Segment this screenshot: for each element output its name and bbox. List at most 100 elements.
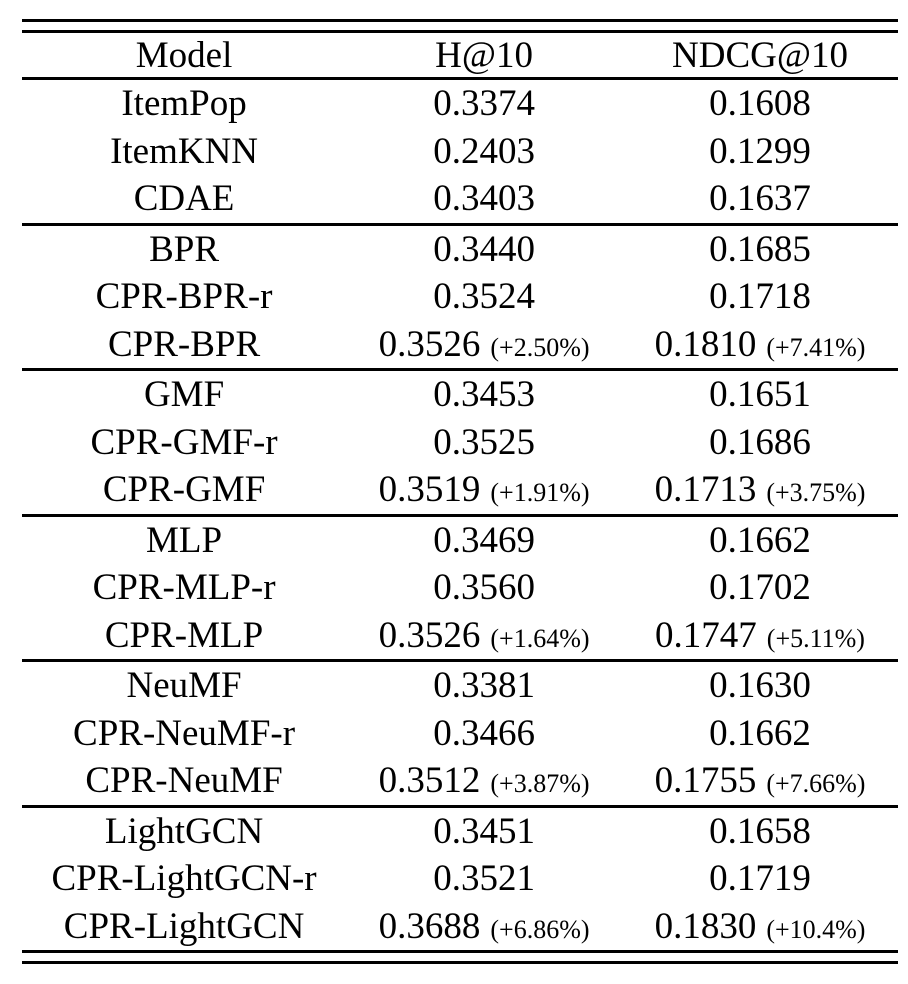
metric-value: 0.3560	[433, 567, 535, 609]
table-row: MLP 0.3469 0.1662	[22, 517, 898, 565]
table-row: LightGCN 0.3451 0.1658	[22, 808, 898, 856]
h10-cell: 0.3521	[346, 860, 622, 897]
h10-cell: 0.3560	[346, 569, 622, 606]
table-row: CPR-GMF-r 0.3525 0.1686	[22, 419, 898, 467]
ndcg10-cell: 0.1651	[622, 376, 898, 413]
metric-value: 0.1608	[709, 83, 811, 125]
metric-delta: (+3.87%)	[490, 769, 590, 799]
ndcg10-cell: 0.1299	[622, 133, 898, 170]
metric-value: 0.1755	[654, 760, 757, 802]
table-group-gmf: GMF 0.3453 0.1651 CPR-GMF-r 0.3525 0.168…	[22, 371, 898, 514]
metric-value: 0.2403	[433, 130, 535, 172]
table-rule	[22, 368, 898, 371]
table-row: CPR-BPR-r 0.3524 0.1718	[22, 273, 898, 321]
model-cell: CPR-LightGCN-r	[51, 858, 317, 900]
table-row: CPR-MLP 0.3526 (+1.64%) 0.1747 (+5.11%)	[22, 612, 898, 660]
model-cell: CPR-BPR-r	[95, 276, 273, 318]
model-cell: CPR-BPR	[107, 323, 261, 365]
model-cell: CPR-NeuMF	[85, 760, 283, 802]
metric-value: 0.3451	[433, 810, 535, 852]
h10-cell: 0.3526 (+2.50%)	[346, 326, 622, 363]
ndcg10-cell: 0.1686	[622, 424, 898, 461]
metric-value: 0.1658	[709, 810, 811, 852]
table-group-mlp: MLP 0.3469 0.1662 CPR-MLP-r 0.3560 0.170…	[22, 517, 898, 660]
table-row: CPR-NeuMF 0.3512 (+3.87%) 0.1755 (+7.66%)	[22, 757, 898, 805]
metric-delta: (+5.11%)	[766, 623, 865, 653]
table-rule	[22, 77, 898, 80]
metric-value: 0.1630	[709, 665, 811, 707]
table-group-lightgcn: LightGCN 0.3451 0.1658 CPR-LightGCN-r 0.…	[22, 808, 898, 951]
model-cell: GMF	[143, 374, 225, 416]
h10-cell: 0.3526 (+1.64%)	[346, 617, 622, 654]
h10-cell: 0.3512 (+3.87%)	[346, 762, 622, 799]
metric-value: 0.3440	[433, 228, 535, 270]
metric-delta: (+2.50%)	[490, 332, 590, 362]
h10-cell: 0.3451	[346, 813, 622, 850]
metric-value: 0.3381	[433, 665, 535, 707]
table-rule	[22, 222, 898, 226]
column-header-ndcg10: NDCG@10	[672, 34, 848, 76]
h10-cell: 0.3469	[346, 522, 622, 559]
metric-value: 0.3519	[378, 469, 481, 511]
metric-value: 0.1299	[709, 130, 811, 172]
h10-cell: 0.3688 (+6.86%)	[346, 908, 622, 945]
metric-delta: (+1.64%)	[490, 623, 590, 653]
ndcg10-cell: 0.1755 (+7.66%)	[622, 762, 898, 799]
ndcg10-cell: 0.1719	[622, 860, 898, 897]
model-cell: ItemPop	[121, 83, 247, 125]
model-cell: CPR-GMF	[102, 469, 266, 511]
column-header-h10: H@10	[435, 34, 533, 76]
table-row: CPR-BPR 0.3526 (+2.50%) 0.1810 (+7.41%)	[22, 321, 898, 369]
ndcg10-cell: 0.1608	[622, 85, 898, 122]
model-cell: CPR-LightGCN	[63, 905, 305, 947]
table-row: ItemKNN 0.2403 0.1299	[22, 128, 898, 176]
model-cell: NeuMF	[126, 665, 242, 707]
table-rule	[22, 513, 898, 517]
table-bottom-double-rule	[22, 950, 898, 964]
metric-value: 0.1719	[709, 858, 811, 900]
metric-value: 0.1651	[709, 374, 811, 416]
table-row: NeuMF 0.3381 0.1630	[22, 662, 898, 710]
ndcg10-cell: 0.1810 (+7.41%)	[622, 326, 898, 363]
ndcg10-cell: 0.1662	[622, 715, 898, 752]
table-rule	[22, 804, 898, 808]
metric-value: 0.1713	[654, 469, 757, 511]
metric-value: 0.3403	[433, 178, 535, 220]
metric-value: 0.1810	[654, 323, 757, 365]
model-cell: CDAE	[133, 178, 235, 220]
metric-value: 0.1685	[709, 228, 811, 270]
model-cell: LightGCN	[104, 810, 264, 852]
metric-delta: (+1.91%)	[490, 478, 590, 508]
metric-value: 0.1662	[709, 712, 811, 754]
metric-value: 0.1637	[709, 178, 811, 220]
metric-value: 0.3688	[378, 905, 481, 947]
table-row: CPR-LightGCN 0.3688 (+6.86%) 0.1830 (+10.4…	[22, 903, 898, 951]
metric-value: 0.3374	[433, 83, 535, 125]
h10-cell: 0.3453	[346, 376, 622, 413]
table-top-double-rule	[22, 19, 898, 33]
metric-value: 0.3524	[433, 276, 535, 318]
ndcg10-cell: 0.1713 (+3.75%)	[622, 471, 898, 508]
model-cell: CPR-MLP	[104, 614, 264, 656]
table-group-baselines: ItemPop 0.3374 0.1608 ItemKNN 0.2403 0.1…	[22, 80, 898, 223]
ndcg10-cell: 0.1718	[622, 278, 898, 315]
metric-value: 0.3526	[378, 323, 481, 365]
h10-cell: 0.3440	[346, 231, 622, 268]
table-row: CPR-MLP-r 0.3560 0.1702	[22, 564, 898, 612]
ndcg10-cell: 0.1658	[622, 813, 898, 850]
ndcg10-cell: 0.1747 (+5.11%)	[622, 617, 898, 654]
metric-value: 0.3512	[378, 760, 481, 802]
metric-value: 0.3521	[433, 858, 535, 900]
ndcg10-cell: 0.1830 (+10.4%)	[622, 908, 898, 945]
model-cell: CPR-MLP-r	[92, 567, 276, 609]
h10-cell: 0.3381	[346, 667, 622, 704]
metric-delta: (+6.86%)	[490, 914, 590, 944]
table-group-neumf: NeuMF 0.3381 0.1630 CPR-NeuMF-r 0.3466 0…	[22, 662, 898, 805]
h10-cell: 0.3466	[346, 715, 622, 752]
ndcg10-cell: 0.1685	[622, 231, 898, 268]
model-cell: MLP	[146, 519, 223, 561]
h10-cell: 0.3519 (+1.91%)	[346, 471, 622, 508]
h10-cell: 0.3525	[346, 424, 622, 461]
metric-delta: (+7.41%)	[766, 332, 866, 362]
metric-value: 0.1702	[709, 567, 811, 609]
